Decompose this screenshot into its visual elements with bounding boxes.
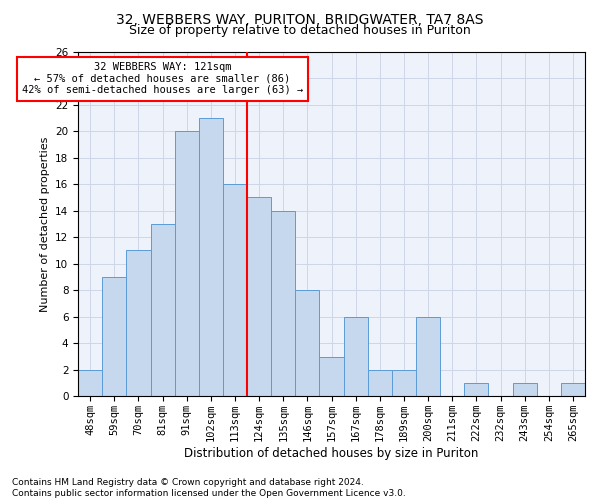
Bar (344, 316, 368, 396)
X-axis label: Distribution of detached houses by size in Puriton: Distribution of detached houses by size … (184, 447, 479, 460)
Bar (464, 383, 488, 396)
Bar (102, 277, 127, 396)
Bar (561, 383, 585, 396)
Text: Size of property relative to detached houses in Puriton: Size of property relative to detached ho… (129, 24, 471, 37)
Text: 32, WEBBERS WAY, PURITON, BRIDGWATER, TA7 8AS: 32, WEBBERS WAY, PURITON, BRIDGWATER, TA… (116, 12, 484, 26)
Bar (175, 131, 199, 396)
Bar (368, 370, 392, 396)
Bar (295, 290, 319, 397)
Bar (512, 383, 537, 396)
Bar (78, 370, 102, 396)
Bar (223, 184, 247, 396)
Bar (247, 198, 271, 396)
Bar (392, 370, 416, 396)
Bar (319, 356, 344, 397)
Bar (151, 224, 175, 396)
Bar (416, 316, 440, 396)
Bar (127, 250, 151, 396)
Text: Contains HM Land Registry data © Crown copyright and database right 2024.
Contai: Contains HM Land Registry data © Crown c… (12, 478, 406, 498)
Text: 32 WEBBERS WAY: 121sqm
← 57% of detached houses are smaller (86)
42% of semi-det: 32 WEBBERS WAY: 121sqm ← 57% of detached… (22, 62, 303, 96)
Bar (271, 210, 295, 396)
Bar (199, 118, 223, 396)
Y-axis label: Number of detached properties: Number of detached properties (40, 136, 50, 312)
